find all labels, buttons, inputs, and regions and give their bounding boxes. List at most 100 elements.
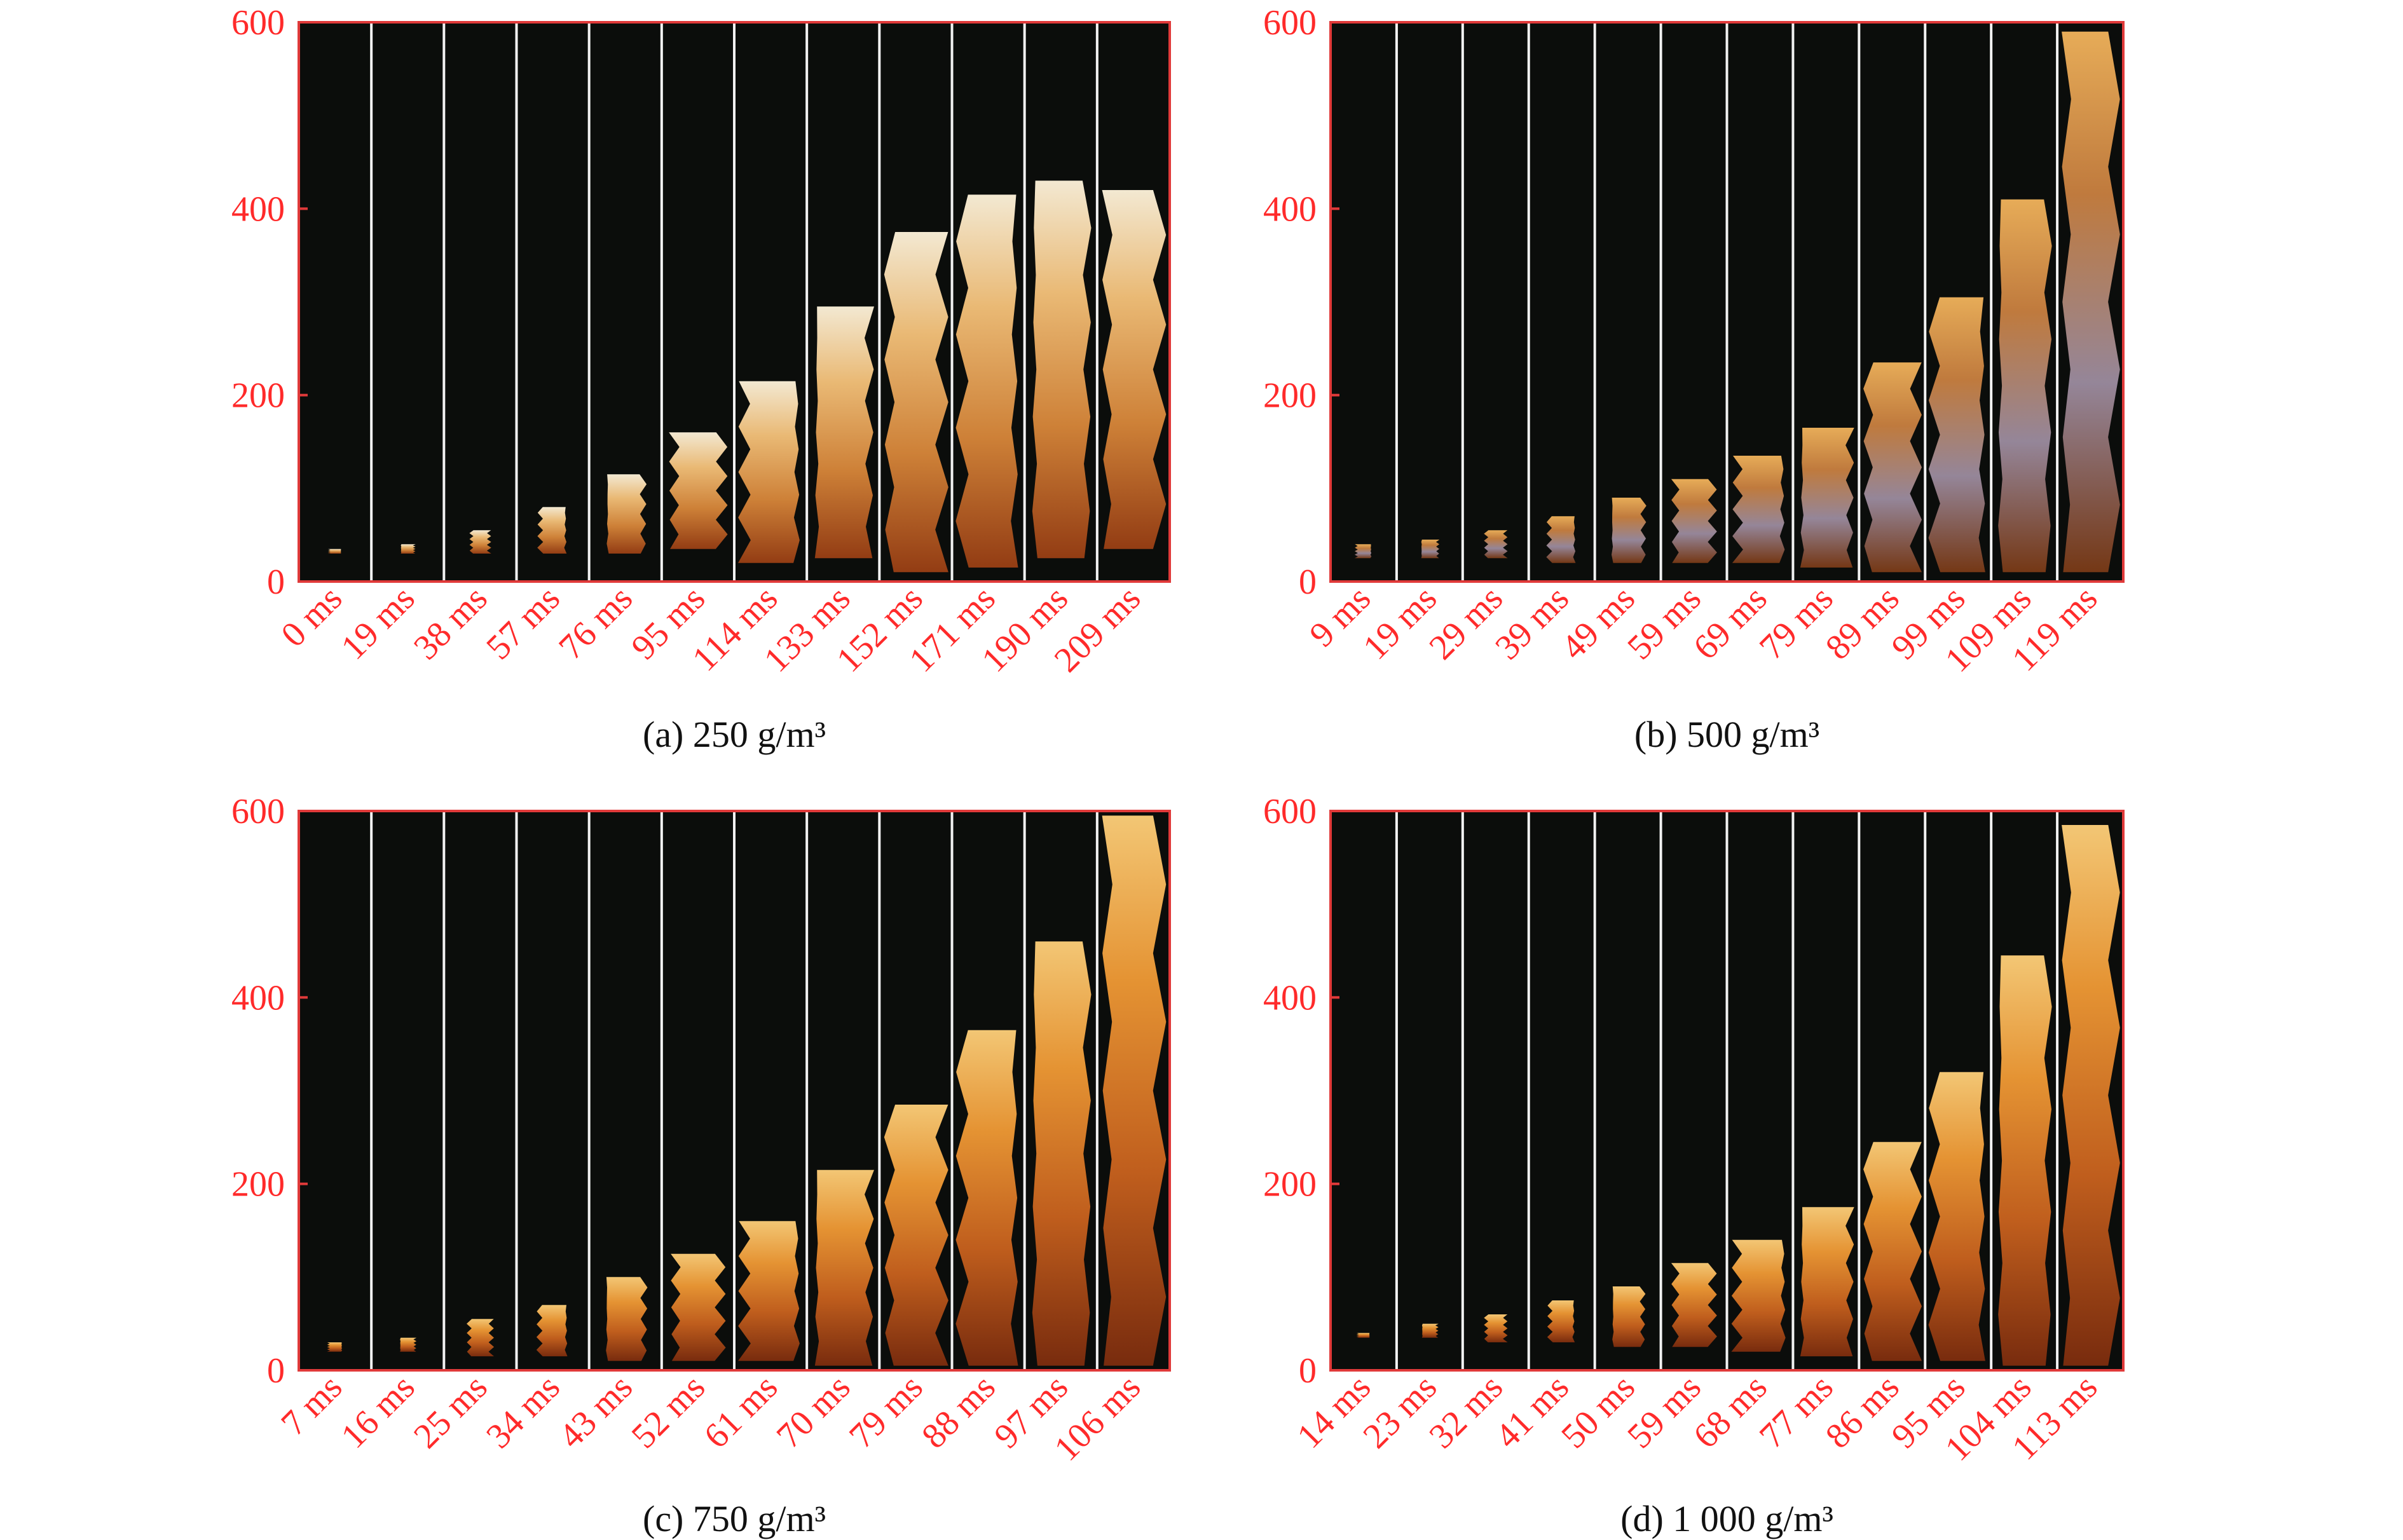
- y-tick-label: 400: [231, 189, 285, 229]
- plot-frame: [1329, 21, 2125, 583]
- flame-1: [327, 549, 341, 554]
- x-tick-label: 52 ms: [624, 1367, 713, 1456]
- flame-6: [1671, 479, 1717, 563]
- flame-7: [738, 381, 800, 563]
- y-tick-label: 200: [1263, 376, 1317, 416]
- flame-11: [1032, 181, 1092, 559]
- x-tick-label: 76 ms: [551, 578, 640, 667]
- flame-8: [814, 306, 874, 559]
- flame-12: [1102, 815, 1167, 1366]
- flame-10: [1928, 297, 1985, 573]
- y-tick-label: 0: [267, 1351, 285, 1391]
- x-tick-label: 25 ms: [406, 1367, 495, 1456]
- x-tick-label: 38 ms: [406, 578, 495, 667]
- x-tick-label: 50 ms: [1554, 1367, 1643, 1456]
- x-tick-label: 34 ms: [479, 1367, 568, 1456]
- flame-9: [884, 232, 948, 573]
- x-tick-label: 59 ms: [1620, 578, 1709, 667]
- flame-4: [1546, 516, 1576, 563]
- flame-9: [1863, 362, 1922, 573]
- flame-9: [1863, 1141, 1922, 1361]
- y-tick-label: 600: [1263, 792, 1317, 831]
- flame-7: [738, 1221, 800, 1361]
- x-tick-label: 39 ms: [1488, 578, 1577, 667]
- x-tick-label: 41 ms: [1488, 1367, 1577, 1456]
- flame-1: [1356, 1333, 1370, 1338]
- y-tick-label: 200: [231, 376, 285, 416]
- x-tick-label: 61 ms: [697, 1367, 786, 1456]
- flame-12: [1102, 190, 1167, 549]
- flame-8: [1800, 1207, 1854, 1356]
- y-tick-label: 400: [1263, 978, 1317, 1018]
- flame-7: [1732, 456, 1785, 563]
- x-tick-label: 57 ms: [479, 578, 568, 667]
- x-tick-label: 79 ms: [842, 1367, 931, 1456]
- y-tick-label: 400: [231, 978, 285, 1018]
- caption-d: (d) 1 000 g/m³: [1620, 1498, 1833, 1539]
- flame-7: [1731, 1239, 1786, 1352]
- flame-1: [1354, 544, 1372, 559]
- panel-d: 0 200 400 600 14 ms 23 ms 32 ms 41 ms 50 ms 59 ms…: [1202, 768, 2403, 1539]
- flame-9: [884, 1105, 948, 1366]
- flame-3: [1484, 530, 1508, 559]
- y-tick-label: 600: [231, 792, 285, 831]
- flame-10: [1928, 1072, 1985, 1361]
- x-tick-label: 86 ms: [1818, 1367, 1907, 1456]
- flame-4: [536, 1305, 568, 1356]
- x-tick-label: 88 ms: [914, 1367, 1003, 1456]
- x-tick-label: 70 ms: [769, 1367, 858, 1456]
- y-tick-label: 400: [1263, 189, 1317, 229]
- flame-2: [400, 544, 416, 554]
- x-tick-label: 19 ms: [334, 578, 423, 667]
- flame-2: [400, 1337, 417, 1352]
- y-tick-label: 0: [1299, 1351, 1317, 1391]
- caption-a: (a) 250 g/m³: [643, 714, 826, 755]
- flame-2: [1421, 1323, 1439, 1338]
- y-tick-label: 0: [267, 562, 285, 602]
- x-tick-label: 23 ms: [1356, 1367, 1445, 1456]
- x-tick-label: 59 ms: [1620, 1367, 1709, 1456]
- flame-11: [1032, 941, 1092, 1366]
- x-tick-label: 29 ms: [1421, 578, 1510, 667]
- flame-2: [1421, 540, 1440, 559]
- flame-6: [669, 432, 728, 549]
- flame-4: [1547, 1300, 1575, 1342]
- flame-6: [671, 1253, 726, 1361]
- x-tick-label: 16 ms: [334, 1367, 423, 1456]
- x-tick-label: 89 ms: [1818, 578, 1907, 667]
- x-tick-label: 68 ms: [1686, 1367, 1775, 1456]
- x-tick-label: 19 ms: [1356, 578, 1445, 667]
- caption-c: (c) 750 g/m³: [643, 1498, 826, 1539]
- x-tick-label: 79 ms: [1752, 578, 1841, 667]
- flame-11: [1998, 199, 2052, 573]
- y-tick-label: 600: [231, 3, 285, 43]
- x-tick-label: 49 ms: [1554, 578, 1643, 667]
- y-tick-label: 200: [1263, 1165, 1317, 1204]
- x-tick-label: 77 ms: [1752, 1367, 1841, 1456]
- flame-5: [606, 1277, 648, 1361]
- flame-8: [814, 1169, 874, 1366]
- flame-12: [2062, 825, 2120, 1366]
- flame-1: [327, 1342, 343, 1352]
- x-tick-label: 43 ms: [551, 1367, 640, 1456]
- y-tick-label: 600: [1263, 3, 1317, 43]
- flame-5: [1612, 498, 1646, 563]
- y-tick-label: 0: [1299, 562, 1317, 602]
- plot-frame: [1329, 810, 2125, 1372]
- flame-3: [469, 530, 491, 554]
- flame-4: [537, 507, 567, 554]
- panel-a: 0 200 400 600 0 ms 19 ms 38 ms 57 ms 76 ms 95 ms 1…: [0, 0, 1202, 768]
- flame-11: [1998, 955, 2052, 1366]
- flame-3: [467, 1319, 495, 1356]
- panel-c: 0 200 400 600 7 ms 16 ms 25 ms 34 ms 43 ms 52 ms 6…: [0, 768, 1202, 1539]
- panel-b: 0 200 400 600 9 ms 19 ms 29 ms 39 ms 49 ms 59 ms 6…: [1202, 0, 2403, 768]
- flame-6: [1671, 1263, 1717, 1347]
- flame-10: [955, 194, 1018, 568]
- caption-b: (b) 500 g/m³: [1634, 714, 1820, 755]
- x-tick-label: 69 ms: [1686, 578, 1775, 667]
- flame-10: [955, 1030, 1018, 1366]
